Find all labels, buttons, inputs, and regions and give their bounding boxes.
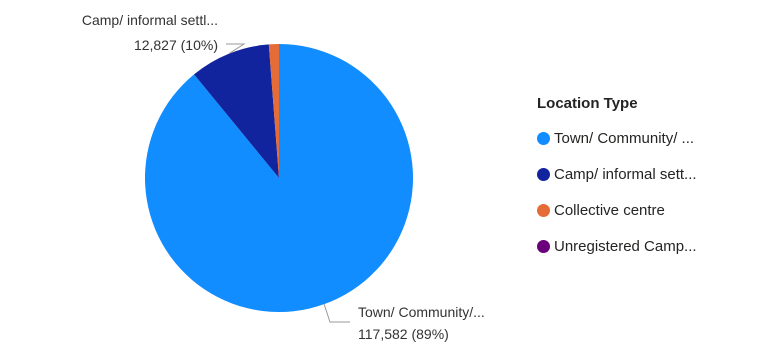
legend-label: Town/ Community/ ...: [554, 129, 695, 147]
legend-swatch-camp-informal-sett: [537, 167, 550, 181]
legend-swatch-unregistered-camp: [537, 239, 550, 253]
legend-item-unregistered-camp[interactable]: Unregistered Camp...: [537, 228, 762, 264]
legend-swatch-collective-centre: [537, 203, 550, 217]
legend-title: Location Type: [537, 95, 638, 112]
callout-leader-camp: [226, 43, 246, 55]
legend-item-town-community[interactable]: Town/ Community/ ...: [537, 120, 762, 156]
pie-slice-collective-centre[interactable]: [268, 44, 279, 178]
legend-swatch-town-community: [537, 131, 550, 145]
callout-label-town: Town/ Community/...: [358, 304, 485, 320]
callout-leader-town: [323, 304, 350, 323]
legend-label: Collective centre: [554, 201, 665, 219]
pie-slice-town-community[interactable]: [145, 43, 414, 312]
legend-label: Unregistered Camp...: [554, 237, 697, 255]
callout-value-camp: 12,827 (10%): [134, 37, 218, 53]
legend-item-collective-centre[interactable]: Collective centre: [537, 192, 762, 228]
legend-label: Camp/ informal sett...: [554, 165, 697, 183]
legend-item-camp-informal-sett[interactable]: Camp/ informal sett...: [537, 156, 762, 192]
callout-value-town: 117,582 (89%): [358, 326, 449, 342]
callout-label-camp: Camp/ informal settl...: [82, 12, 218, 28]
legend: Location Type Town/ Community/ ... Camp/ …: [537, 93, 762, 264]
pie-slice-camp-informal-sett[interactable]: [194, 44, 279, 178]
